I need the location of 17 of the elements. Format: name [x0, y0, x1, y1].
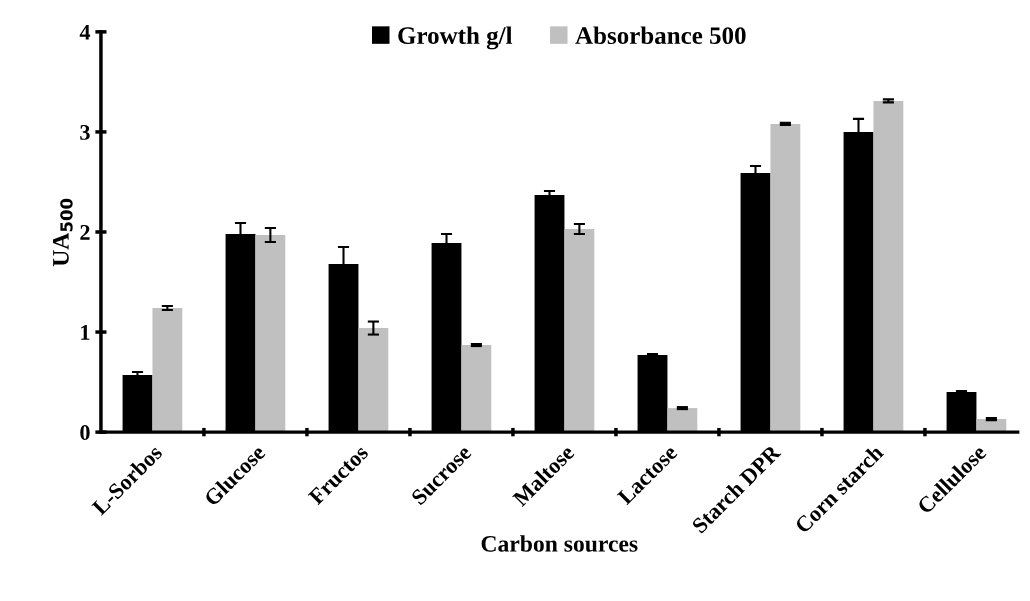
bar: [461, 345, 492, 433]
bar: [667, 408, 698, 433]
y-tick-label: 2: [80, 224, 90, 240]
bar: [873, 100, 904, 433]
y-tick-label: 3: [80, 124, 90, 140]
bar: [255, 234, 286, 433]
y-tick-label: 0: [80, 425, 90, 441]
x-axis-title: Carbon sources: [481, 535, 638, 552]
legend-label: Absorbance 500: [575, 26, 746, 45]
bar: [358, 328, 389, 433]
bar: [152, 308, 183, 433]
legend-label: Growth g/l: [398, 26, 513, 50]
bar: [564, 228, 595, 433]
y-axis-title: UA$_{500}$: [53, 198, 73, 267]
bar: [770, 123, 801, 433]
y-tick-label: 1: [81, 325, 90, 340]
y-tick-label: 4: [79, 24, 91, 40]
